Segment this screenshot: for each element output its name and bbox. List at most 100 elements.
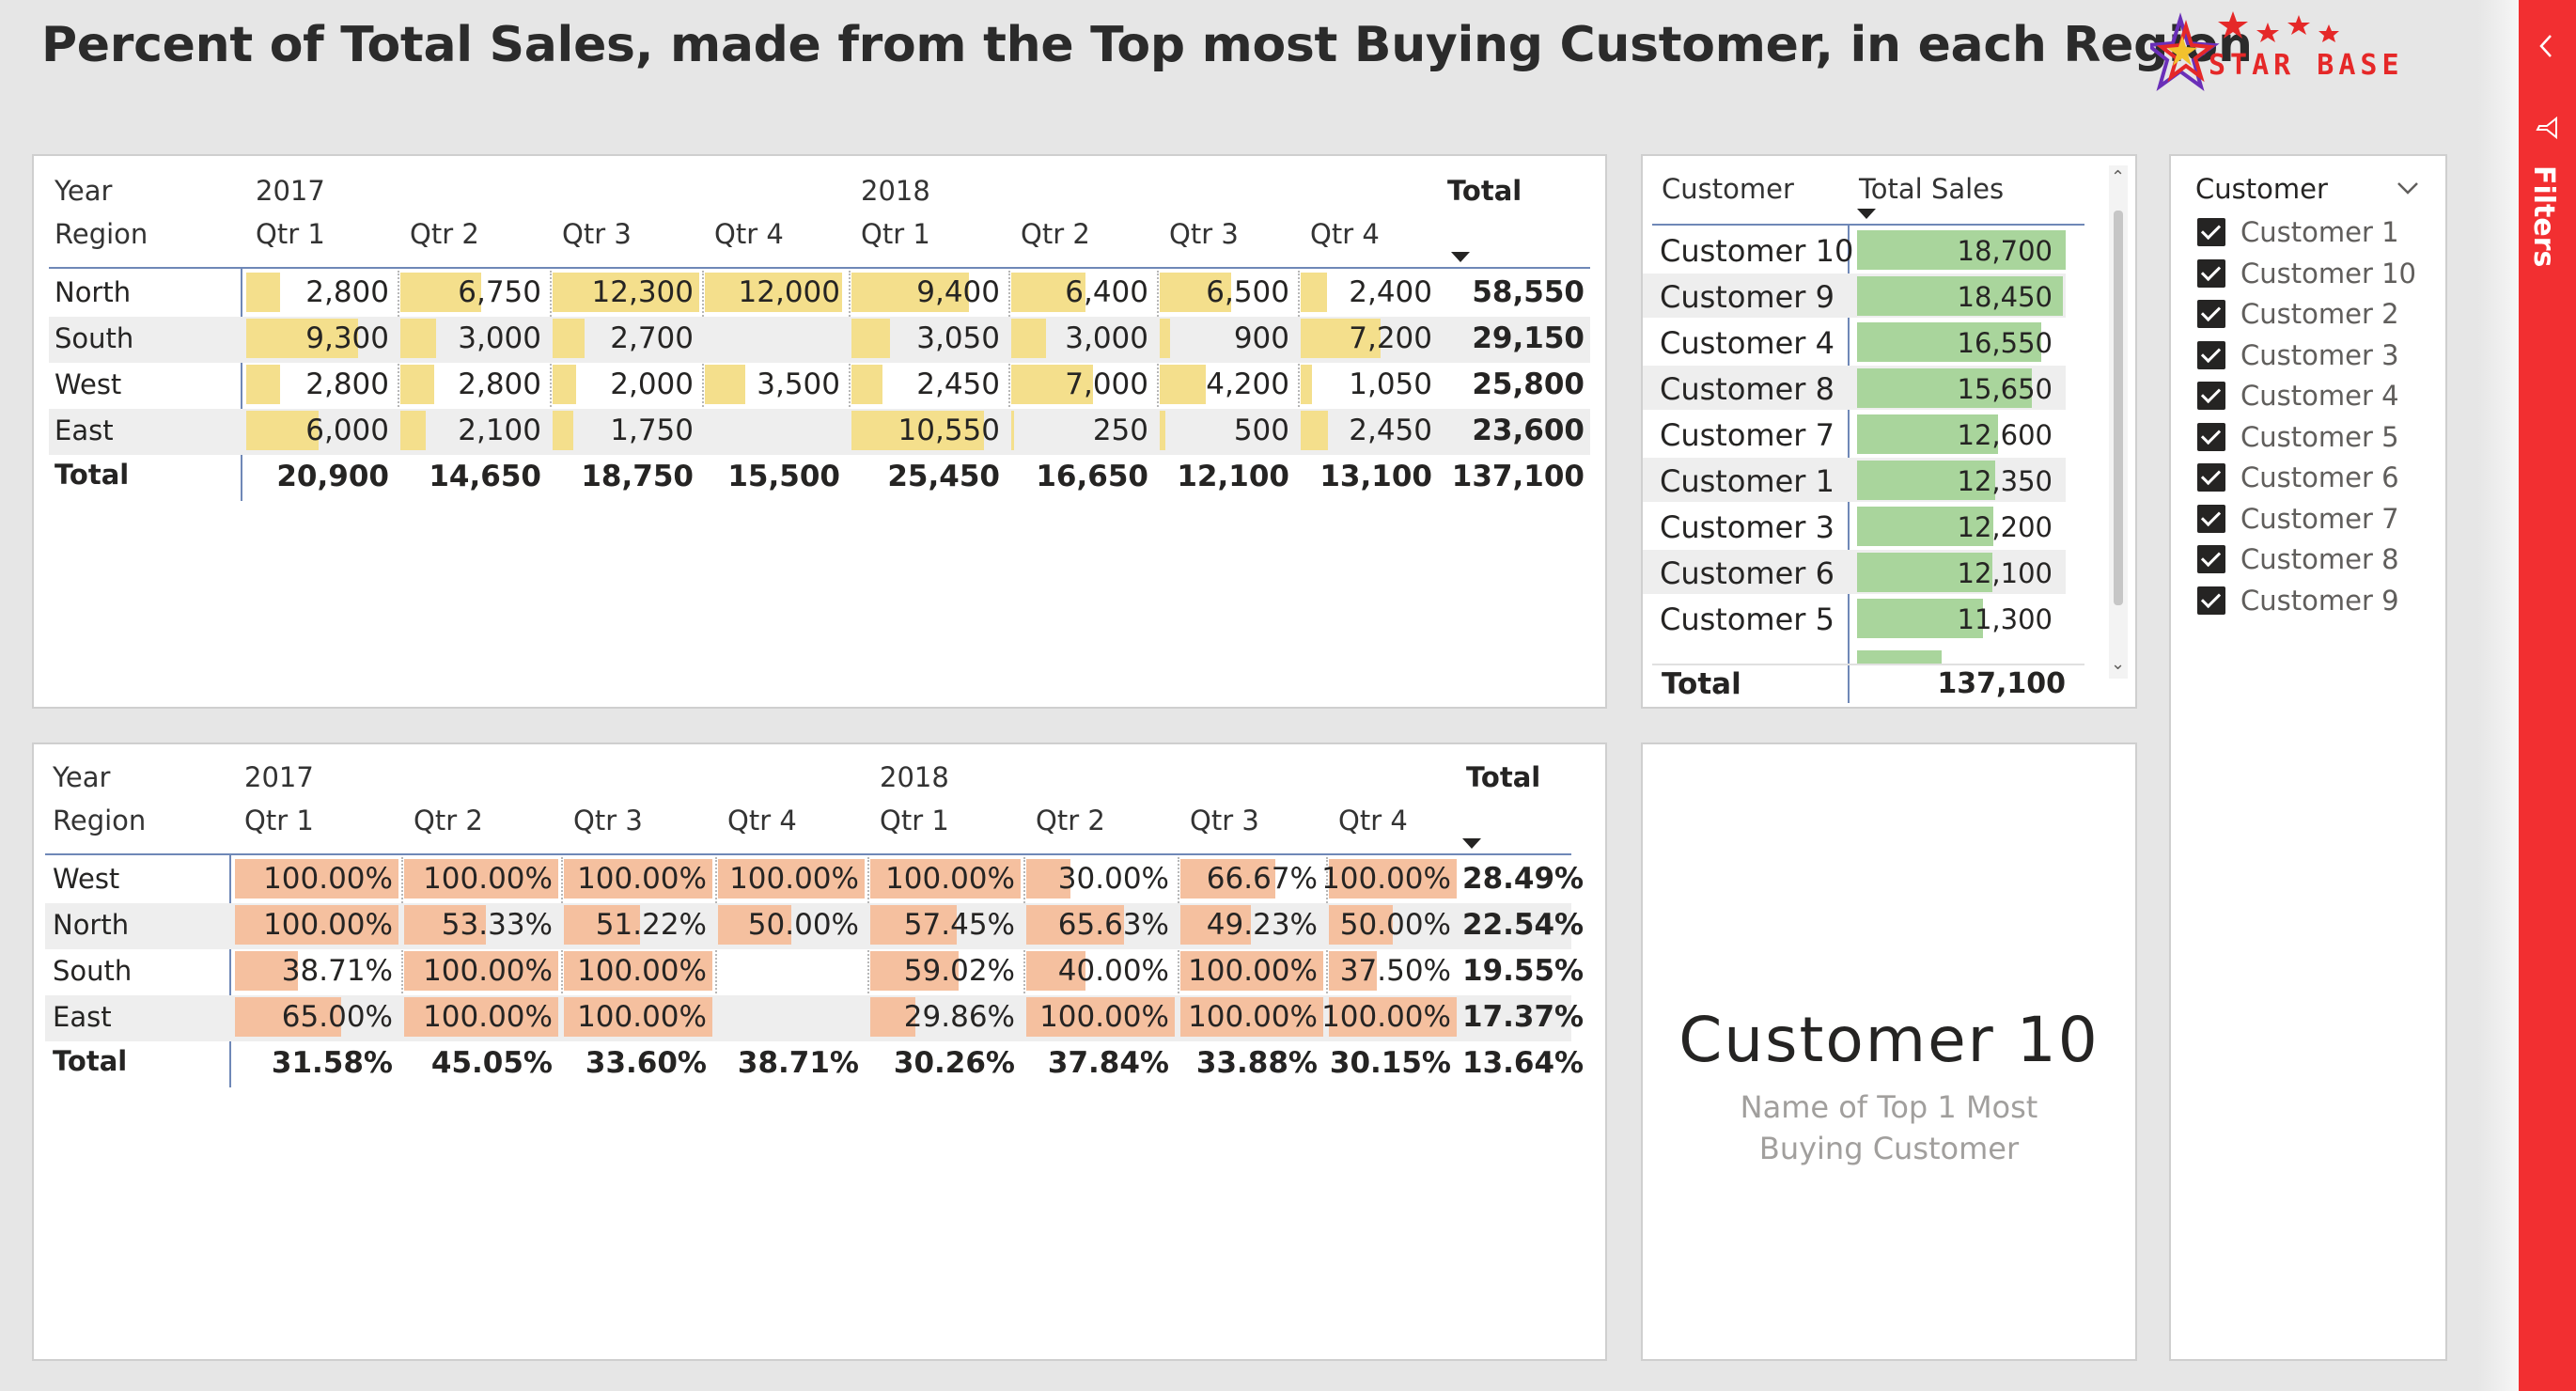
- matrix-cell[interactable]: 50.00%: [1329, 903, 1457, 945]
- matrix-cell[interactable]: 38.71%: [235, 949, 398, 991]
- matrix-cell[interactable]: 1,750: [553, 409, 699, 450]
- matrix-cell[interactable]: 1,050: [1301, 363, 1438, 404]
- vertical-scrollbar[interactable]: ⌃ ⌄: [2109, 165, 2128, 679]
- matrix-cell[interactable]: 6,000: [246, 409, 395, 450]
- quarter-header[interactable]: Qtr 4: [1310, 218, 1380, 250]
- slicer-item[interactable]: Customer 2: [2197, 296, 2432, 334]
- matrix-cell[interactable]: 2,450: [1301, 409, 1438, 450]
- matrix-cell[interactable]: 50.00%: [718, 903, 865, 945]
- matrix-cell[interactable]: [718, 949, 865, 991]
- quarter-header[interactable]: Qtr 2: [1021, 218, 1090, 250]
- quarter-header[interactable]: Qtr 3: [1169, 218, 1239, 250]
- sales-column-header[interactable]: Total Sales: [1859, 173, 2005, 205]
- scroll-thumb[interactable]: [2114, 211, 2123, 605]
- checkbox-checked-icon[interactable]: [2197, 218, 2225, 246]
- matrix-cell[interactable]: 7,200: [1301, 317, 1438, 358]
- matrix-cell[interactable]: 100.00%: [564, 995, 712, 1037]
- slicer-item[interactable]: Customer 5: [2197, 419, 2432, 457]
- matrix-cell[interactable]: 40.00%: [1026, 949, 1175, 991]
- slicer-item[interactable]: Customer 4: [2197, 378, 2432, 415]
- matrix-cell[interactable]: 500: [1160, 409, 1295, 450]
- quarter-header[interactable]: Qtr 1: [880, 805, 949, 836]
- collapse-chevron-icon[interactable]: [2536, 32, 2558, 60]
- matrix-cell[interactable]: 100.00%: [404, 949, 558, 991]
- chevron-down-icon[interactable]: [2395, 179, 2421, 197]
- matrix-cell[interactable]: 57.45%: [870, 903, 1021, 945]
- scroll-down-icon[interactable]: ⌄: [2111, 654, 2126, 674]
- matrix-cell[interactable]: 100.00%: [235, 857, 398, 899]
- matrix-cell[interactable]: 3,500: [705, 363, 846, 404]
- matrix-cell[interactable]: 2,700: [553, 317, 699, 358]
- matrix-cell[interactable]: 100.00%: [564, 857, 712, 899]
- table-row[interactable]: Customer 1 12,350: [1643, 458, 2066, 502]
- table-row[interactable]: Customer 7 12,600: [1643, 412, 2066, 456]
- top-customer-card[interactable]: Customer 10 Name of Top 1 Most Buying Cu…: [1641, 742, 2137, 1361]
- checkbox-checked-icon[interactable]: [2197, 545, 2225, 573]
- customer-sales-table[interactable]: Customer Total Sales Customer 10 18,700 Cust…: [1641, 154, 2137, 709]
- matrix-cell[interactable]: 100.00%: [718, 857, 865, 899]
- matrix-cell[interactable]: 4,200: [1160, 363, 1295, 404]
- percent-matrix-visual[interactable]: Year Region 2017 2018 Total Qtr 1 Qtr 2 Qtr 3 Qt…: [32, 742, 1607, 1361]
- matrix-cell[interactable]: 100.00%: [235, 903, 398, 945]
- table-row[interactable]: Customer 3 12,200: [1643, 504, 2066, 548]
- quarter-header[interactable]: Qtr 1: [244, 805, 314, 836]
- matrix-cell[interactable]: 2,800: [400, 363, 547, 404]
- matrix-cell[interactable]: 100.00%: [1026, 995, 1175, 1037]
- matrix-cell[interactable]: 6,500: [1160, 271, 1295, 312]
- checkbox-checked-icon[interactable]: [2197, 300, 2225, 328]
- matrix-cell[interactable]: 12,300: [553, 271, 699, 312]
- quarter-header[interactable]: Qtr 1: [861, 218, 930, 250]
- sort-descending-icon[interactable]: [1857, 209, 1876, 219]
- matrix-cell[interactable]: 65.00%: [235, 995, 398, 1037]
- table-row[interactable]: Customer 8 15,650: [1643, 366, 2066, 410]
- quarter-header[interactable]: Qtr 3: [562, 218, 632, 250]
- quarter-header[interactable]: Qtr 2: [410, 218, 479, 250]
- slicer-item[interactable]: Customer 8: [2197, 541, 2432, 579]
- matrix-cell[interactable]: 2,800: [246, 363, 395, 404]
- checkbox-checked-icon[interactable]: [2197, 504, 2225, 533]
- matrix-cell[interactable]: 2,100: [400, 409, 547, 450]
- sort-descending-icon[interactable]: [1451, 252, 1470, 262]
- matrix-cell[interactable]: 12,000: [705, 271, 846, 312]
- matrix-cell[interactable]: 30.00%: [1026, 857, 1175, 899]
- matrix-cell[interactable]: 7,000: [1011, 363, 1154, 404]
- matrix-cell[interactable]: 29.86%: [870, 995, 1021, 1037]
- quarter-header[interactable]: Qtr 4: [727, 805, 797, 836]
- matrix-cell[interactable]: 100.00%: [1180, 949, 1323, 991]
- matrix-cell[interactable]: 2,000: [553, 363, 699, 404]
- filters-pane[interactable]: Filters: [2519, 0, 2576, 1391]
- quarter-header[interactable]: Qtr 2: [414, 805, 483, 836]
- matrix-cell[interactable]: 59.02%: [870, 949, 1021, 991]
- matrix-cell[interactable]: [705, 317, 846, 358]
- matrix-cell[interactable]: 100.00%: [404, 857, 558, 899]
- quarter-header[interactable]: Qtr 2: [1036, 805, 1105, 836]
- slicer-item[interactable]: Customer 7: [2197, 501, 2432, 539]
- slicer-item[interactable]: Customer 6: [2197, 460, 2432, 497]
- quarter-header[interactable]: Qtr 4: [714, 218, 784, 250]
- quarter-header[interactable]: Qtr 4: [1338, 805, 1408, 836]
- matrix-cell[interactable]: 250: [1011, 409, 1154, 450]
- matrix-cell[interactable]: 9,400: [851, 271, 1006, 312]
- customer-column-header[interactable]: Customer: [1662, 173, 1794, 205]
- checkbox-checked-icon[interactable]: [2197, 422, 2225, 451]
- matrix-cell[interactable]: 9,300: [246, 317, 395, 358]
- filters-label[interactable]: Filters: [2527, 165, 2560, 268]
- matrix-cell[interactable]: 6,400: [1011, 271, 1154, 312]
- matrix-cell[interactable]: 100.00%: [564, 949, 712, 991]
- table-row[interactable]: Customer 6 12,100: [1643, 550, 2066, 594]
- matrix-cell[interactable]: 3,050: [851, 317, 1006, 358]
- scroll-up-icon[interactable]: ⌃: [2111, 167, 2126, 187]
- sort-descending-icon[interactable]: [1462, 838, 1481, 849]
- checkbox-checked-icon[interactable]: [2197, 463, 2225, 492]
- matrix-cell[interactable]: 100.00%: [870, 857, 1021, 899]
- checkbox-checked-icon[interactable]: [2197, 340, 2225, 369]
- quarter-header[interactable]: Qtr 3: [1190, 805, 1259, 836]
- matrix-cell[interactable]: [718, 995, 865, 1037]
- checkbox-checked-icon[interactable]: [2197, 382, 2225, 410]
- matrix-cell[interactable]: 49.23%: [1180, 903, 1323, 945]
- matrix-cell[interactable]: 100.00%: [404, 995, 558, 1037]
- matrix-cell[interactable]: 53.33%: [404, 903, 558, 945]
- matrix-cell[interactable]: 3,000: [400, 317, 547, 358]
- matrix-cell[interactable]: 2,450: [851, 363, 1006, 404]
- table-row[interactable]: Customer 5 11,300: [1643, 596, 2066, 640]
